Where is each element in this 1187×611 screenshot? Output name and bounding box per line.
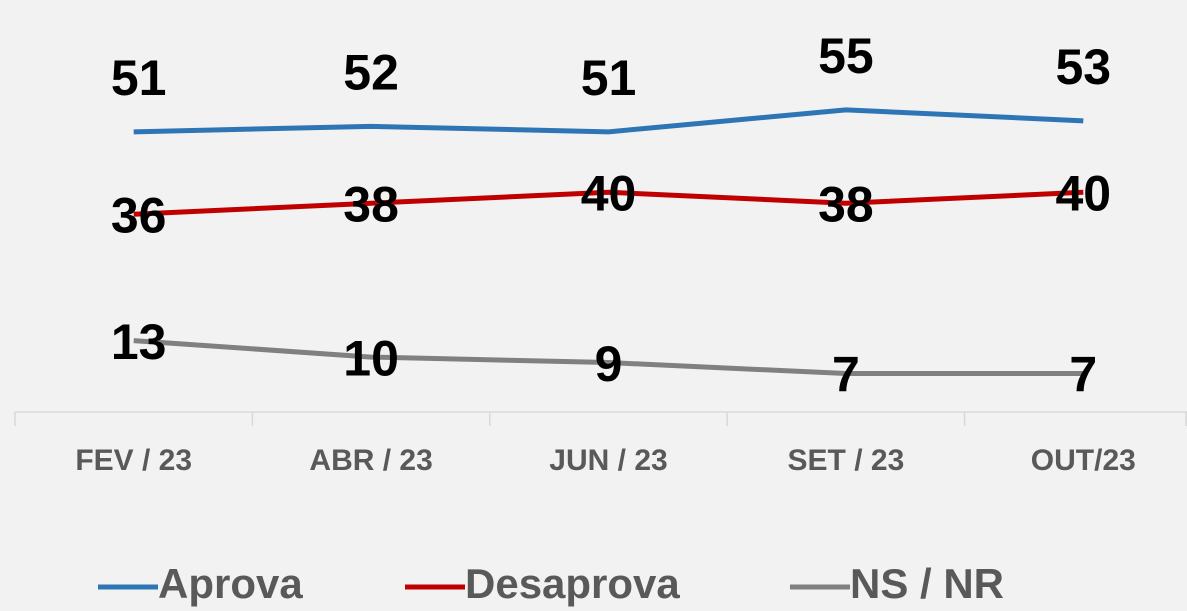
legend-label: Desaprova [465,560,680,607]
data-label: 7 [1069,347,1097,403]
data-label: 10 [343,330,399,386]
x-tick-label: SET / 23 [788,444,905,477]
x-tick-label: JUN / 23 [549,444,667,477]
data-label: 7 [832,347,860,403]
x-tick-label: ABR / 23 [309,444,432,477]
data-label: 36 [111,187,167,243]
legend-label: NS / NR [850,560,1004,607]
series-line [133,189,1084,217]
x-tick-label: OUT/23 [1031,444,1136,477]
data-label: 55 [818,28,874,84]
legend-label: Aprova [158,560,303,607]
data-label: 51 [581,50,637,106]
x-tick-label: FEV / 23 [75,444,192,477]
series-line [133,107,1084,135]
data-label: 13 [111,314,167,370]
data-label: 40 [1055,165,1111,221]
data-label: 53 [1055,39,1111,95]
data-label: 38 [818,176,874,232]
data-label: 52 [343,45,399,101]
data-label: 38 [343,176,399,232]
data-label: 51 [111,50,167,106]
series-line [133,338,1084,377]
data-label: 9 [595,336,623,392]
data-label: 40 [581,165,637,221]
